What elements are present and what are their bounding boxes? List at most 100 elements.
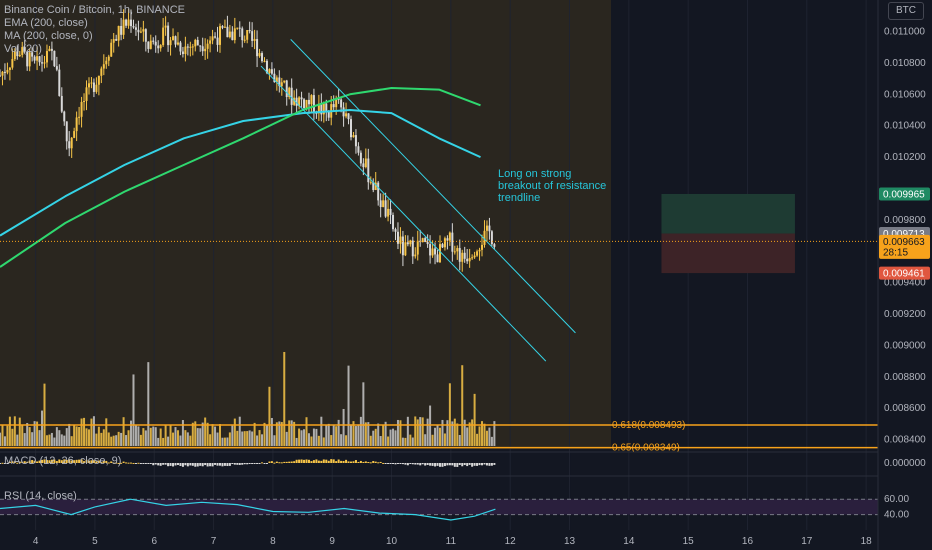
volume-bar [226,437,229,446]
candle-body [53,50,56,67]
y-tick-label: 0.010200 [884,152,926,163]
macd-hist-bar [31,460,34,463]
volume-bar [327,423,330,446]
macd-label[interactable]: MACD (12, 26, close, 9) [4,455,122,467]
candle-body [434,248,437,255]
candle-body [399,236,402,244]
macd-hist-bar [367,462,370,464]
volume-bar [154,427,157,446]
candle-body [461,252,464,262]
macd-hist-bar [251,463,254,464]
macd-hist-bar [191,463,194,466]
candle-body [473,255,476,258]
candle-body [36,56,39,61]
volume-bar [181,420,184,446]
candle-body [83,100,86,102]
macd-hist-bar [315,459,318,463]
volume-bar [199,428,202,446]
volume-bar [41,410,44,446]
vol-legend[interactable]: Vol (20) [4,43,42,55]
volume-bar [387,436,390,446]
macd-hist-bar [204,463,207,466]
macd-hist-bar [70,460,73,463]
volume-bar [401,437,404,446]
volume-bar [382,424,385,446]
candle-body [172,36,175,41]
volume-bar [273,435,276,446]
macd-hist-bar [312,460,315,463]
candle-body [342,107,345,117]
candle-body [147,41,150,49]
y-tick-label: 0.009800 [884,215,926,226]
macd-hist-bar [97,460,100,463]
macd-hist-bar [28,460,31,463]
volume-bar [92,416,95,446]
descending-channel[interactable] [260,39,576,362]
candle-body [152,40,155,42]
volume-bar [80,418,83,446]
candle-body [31,52,34,57]
macd-hist-bar [248,463,251,464]
candle-body [265,60,268,74]
fib-label: 0.65(0.008349) [612,443,680,454]
volume-bar [60,434,63,446]
volume-bar [270,417,273,446]
trade-annotation[interactable]: Long on strong breakout of resistance tr… [498,168,607,204]
volume-bar [130,420,133,446]
macd-hist-bar [214,463,217,465]
macd-hist-bar [305,459,308,463]
macd-hist-bar [379,461,382,463]
macd-hist-bar [58,459,61,463]
macd-hist-bar [147,463,150,464]
ma-legend[interactable]: MA (200, close, 0) [4,30,93,42]
candle-body [325,103,328,112]
volume-bar [149,427,152,446]
candle-body [320,103,323,115]
target-zone [661,193,795,234]
macd-hist-bar [23,461,26,463]
macd-hist-bar [461,463,464,467]
price-axis[interactable]: 0.011000 0.010800 0.010600 0.010400 0.010200… [877,0,926,550]
volume-bar [265,425,268,446]
macd-hist-bar [78,459,81,463]
ema-legend[interactable]: EMA (200, close) [4,17,88,29]
macd-hist-bar [258,463,261,464]
rsi-label[interactable]: RSI (14, close) [4,490,77,502]
candle-body [80,101,83,117]
macd-hist-bar [392,463,395,464]
long-position-tool[interactable] [661,193,795,274]
volume-bar [204,417,207,446]
candle-body [233,28,236,41]
volume-bar [48,434,51,446]
macd-hist-bar [231,463,234,464]
volume-bar [352,421,355,446]
volume-bar [11,428,14,446]
volume-bar [253,422,256,446]
macd-hist-bar [152,463,155,466]
candle-body [253,39,256,41]
volume-bar [473,393,476,446]
volume-bar [13,416,16,446]
candle-body [458,248,461,262]
macd-hist-bar [261,462,264,464]
candle-body [236,27,239,29]
volume-bar [142,428,145,446]
volume-bar [0,432,1,446]
volume-bar [55,427,58,446]
macd-hist-bar [16,462,19,464]
time-axis[interactable]: 4 5 6 7 8 9 10 11 12 13 14 15 16 17 18 [33,536,872,547]
volume-bar [258,430,261,446]
currency-button[interactable]: BTC [888,2,924,20]
symbol-title[interactable]: Binance Coin / Bitcoin, 1h, BINANCE [4,4,185,16]
volume-bar [300,430,303,446]
candle-body [26,51,29,67]
volume-bar [43,383,46,446]
volume-bar [295,437,298,446]
candle-body [107,56,110,61]
macd-hist-bar [268,461,271,463]
candle-body [63,111,66,122]
candle-body [120,25,123,35]
volume-bar [100,432,103,446]
candle-body [312,95,315,113]
